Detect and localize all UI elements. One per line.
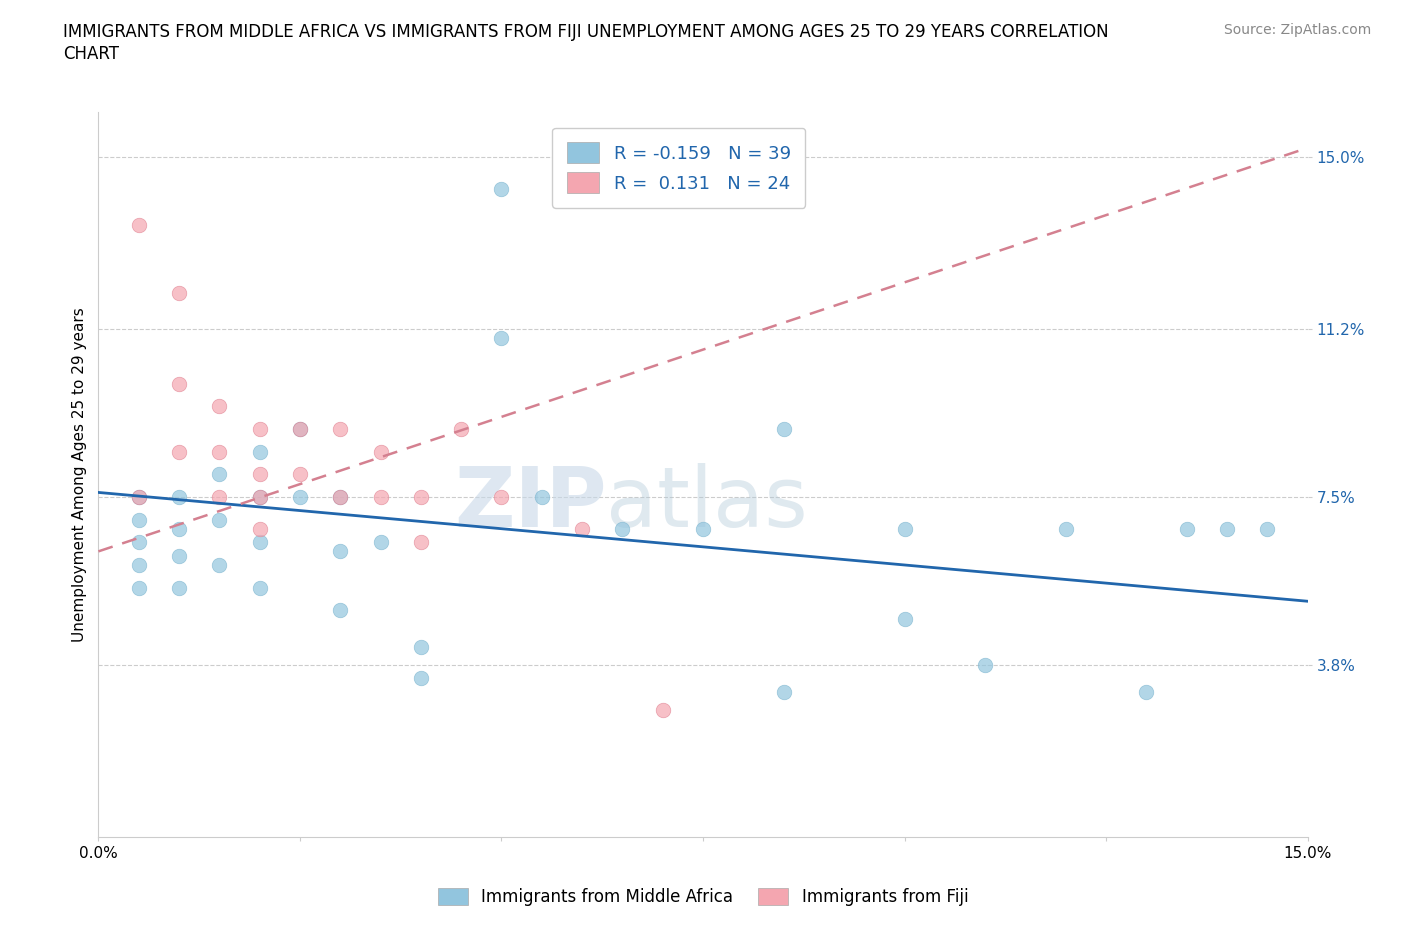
Point xyxy=(128,218,150,232)
Point xyxy=(128,580,150,595)
Point xyxy=(1054,521,1077,536)
Text: atlas: atlas xyxy=(606,463,808,544)
Point xyxy=(208,467,231,482)
Legend: R = -0.159   N = 39, R =  0.131   N = 24: R = -0.159 N = 39, R = 0.131 N = 24 xyxy=(553,128,806,207)
Point xyxy=(1256,521,1278,536)
Point xyxy=(329,603,352,618)
Point xyxy=(208,558,231,573)
Point xyxy=(249,489,271,504)
Point xyxy=(128,535,150,550)
Point xyxy=(651,703,673,718)
Point xyxy=(450,421,472,436)
Point xyxy=(167,445,190,459)
Text: CHART: CHART xyxy=(63,45,120,62)
Point xyxy=(208,489,231,504)
Point xyxy=(1216,521,1239,536)
Text: Source: ZipAtlas.com: Source: ZipAtlas.com xyxy=(1223,23,1371,37)
Point xyxy=(208,399,231,414)
Point xyxy=(208,445,231,459)
Point xyxy=(167,286,190,300)
Point xyxy=(167,549,190,564)
Point xyxy=(893,521,915,536)
Text: IMMIGRANTS FROM MIDDLE AFRICA VS IMMIGRANTS FROM FIJI UNEMPLOYMENT AMONG AGES 25: IMMIGRANTS FROM MIDDLE AFRICA VS IMMIGRA… xyxy=(63,23,1109,41)
Point xyxy=(249,421,271,436)
Point xyxy=(612,521,634,536)
Point xyxy=(288,421,311,436)
Point xyxy=(128,489,150,504)
Point xyxy=(974,658,997,672)
Point xyxy=(249,467,271,482)
Point xyxy=(329,421,352,436)
Legend: Immigrants from Middle Africa, Immigrants from Fiji: Immigrants from Middle Africa, Immigrant… xyxy=(432,881,974,912)
Point xyxy=(370,535,392,550)
Y-axis label: Unemployment Among Ages 25 to 29 years: Unemployment Among Ages 25 to 29 years xyxy=(72,307,87,642)
Point xyxy=(409,535,432,550)
Point xyxy=(409,639,432,654)
Point xyxy=(288,489,311,504)
Point xyxy=(288,421,311,436)
Point xyxy=(249,445,271,459)
Point xyxy=(167,580,190,595)
Point xyxy=(167,489,190,504)
Point xyxy=(128,512,150,527)
Point xyxy=(491,331,513,346)
Point xyxy=(893,612,915,627)
Point xyxy=(128,558,150,573)
Point xyxy=(370,489,392,504)
Point xyxy=(409,489,432,504)
Point xyxy=(249,489,271,504)
Point xyxy=(772,684,794,699)
Point xyxy=(249,580,271,595)
Point xyxy=(249,535,271,550)
Point xyxy=(491,489,513,504)
Point xyxy=(1135,684,1157,699)
Point xyxy=(571,521,593,536)
Point xyxy=(329,544,352,559)
Point xyxy=(167,521,190,536)
Point xyxy=(370,445,392,459)
Text: ZIP: ZIP xyxy=(454,463,606,544)
Point xyxy=(692,521,714,536)
Point xyxy=(288,467,311,482)
Point xyxy=(329,489,352,504)
Point xyxy=(409,671,432,685)
Point xyxy=(249,521,271,536)
Point xyxy=(1175,521,1198,536)
Point xyxy=(167,376,190,391)
Point xyxy=(530,489,553,504)
Point xyxy=(491,181,513,196)
Point xyxy=(208,512,231,527)
Point xyxy=(329,489,352,504)
Point xyxy=(128,489,150,504)
Point xyxy=(772,421,794,436)
